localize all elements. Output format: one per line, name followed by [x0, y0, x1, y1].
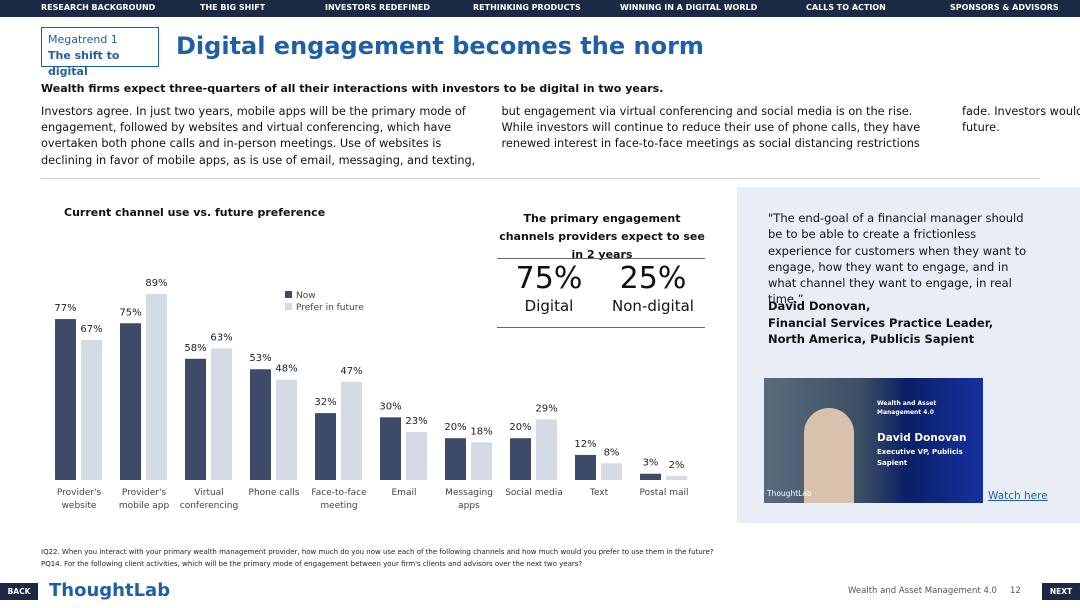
megatrend-number: Megatrend 1	[48, 33, 118, 46]
bar	[575, 454, 596, 480]
stat-label: Non-digital	[612, 297, 694, 315]
nav-bar: RESEARCH BACKGROUND THE BIG SHIFT INVESTOR…	[0, 0, 1080, 17]
body-text: Investors agree. In just two years, mobi…	[41, 105, 1080, 167]
video-name: David Donovan	[877, 432, 967, 444]
nav-item[interactable]: WINNING IN A DIGITAL WORLD	[620, 3, 758, 12]
data-label: 48%	[275, 364, 297, 375]
stat: 75% Digital	[497, 261, 601, 315]
data-label: 23%	[405, 416, 427, 427]
nav-item[interactable]: INVESTORS REDEFINED	[325, 3, 431, 12]
nav-item[interactable]: RETHINKING PRODUCTS	[473, 3, 581, 12]
data-label: 32%	[314, 397, 336, 408]
bar	[640, 473, 661, 480]
data-label: 8%	[604, 447, 620, 458]
bar	[250, 369, 271, 480]
quote-text: "The end-goal of a financial manager sho…	[768, 211, 1027, 307]
chart-title: Current channel use vs. future preferenc…	[64, 206, 326, 219]
nav-item[interactable]: RESEARCH BACKGROUND	[41, 3, 156, 12]
bar	[55, 319, 76, 480]
attribution-line: North America, Publicis Sapient	[768, 332, 975, 346]
video-role: Executive VP, Publicis Sapient	[877, 448, 963, 467]
bar	[211, 348, 232, 480]
nav-item[interactable]: THE BIG SHIFT	[200, 3, 266, 12]
stat: 25% Non-digital	[601, 261, 705, 315]
megatrend-name: The shift to digital	[48, 49, 120, 78]
x-tick-label: Text	[589, 488, 609, 498]
legend-swatch	[285, 303, 292, 310]
data-label: 2%	[669, 460, 685, 471]
bar	[380, 417, 401, 480]
bar	[146, 293, 167, 480]
bar	[601, 463, 622, 480]
bar	[406, 431, 427, 480]
data-label: 20%	[509, 422, 531, 433]
quote-attribution: David Donovan, Financial Services Practi…	[768, 298, 993, 348]
attribution-line: Financial Services Practice Leader,	[768, 315, 994, 330]
data-label: 18%	[470, 426, 492, 437]
nav-item[interactable]: SPONSORS & ADVISORS	[950, 3, 1059, 12]
video-thumbnail[interactable]: Wealth and Asset Management 4.0 David Do…	[764, 378, 983, 503]
footnote: PQ14. For the following client activitie…	[41, 560, 583, 568]
back-button[interactable]: BACK	[0, 583, 38, 600]
x-tick-label: Provider's website	[56, 488, 102, 511]
legend-swatch	[285, 291, 292, 298]
video-series: Wealth and Asset Management 4.0	[877, 400, 937, 416]
x-tick-label: Postal mail	[639, 488, 689, 498]
channels-title: The primary engagement channels provider…	[499, 212, 705, 261]
x-tick-label: Provider's mobile app	[118, 488, 170, 511]
footnote: IQ22. When you interact with your primar…	[41, 548, 714, 556]
divider	[41, 178, 1040, 179]
legend-label: Prefer in future	[296, 303, 364, 313]
video-brand: ThoughtLab	[767, 489, 812, 498]
next-button[interactable]: NEXT	[1042, 583, 1080, 600]
bar	[536, 419, 557, 480]
logo: ThoughtLab	[49, 580, 171, 601]
chart: 77% 67% 75% 89% 58% 63% 53% 48% 32% 47% 30% 23% 20% 1…	[54, 278, 687, 480]
data-label: 12%	[574, 439, 596, 450]
page-number: 12	[1010, 586, 1021, 596]
subtitle: Wealth firms expect three-quarters of al…	[41, 82, 664, 95]
legend-label: Now	[296, 291, 316, 301]
channels-stats: 75% Digital 25% Non-digital	[497, 258, 705, 328]
nav-item[interactable]: CALLS TO ACTION	[806, 3, 886, 12]
bar	[666, 475, 687, 480]
data-label: 47%	[340, 366, 362, 377]
data-label: 53%	[249, 353, 271, 364]
data-label: 20%	[444, 422, 466, 433]
x-tick-label: Phone calls	[248, 488, 300, 498]
bar	[471, 442, 492, 480]
x-tick-label: Face-to-face meeting	[311, 488, 367, 511]
bar	[185, 358, 206, 480]
bar	[81, 339, 102, 480]
megatrend-box: Megatrend 1 The shift to digital	[41, 27, 159, 78]
stat-value: 25%	[619, 261, 687, 296]
bar	[445, 438, 466, 480]
data-label: 3%	[643, 458, 659, 469]
bar	[315, 413, 336, 480]
bar	[120, 323, 141, 480]
data-label: 30%	[379, 401, 401, 412]
data-label: 63%	[210, 332, 232, 343]
data-label: 75%	[119, 307, 141, 318]
x-tick-label: Messaging apps	[445, 488, 493, 511]
bar	[510, 438, 531, 480]
x-tick-label: Virtual conferencing	[179, 488, 239, 511]
x-tick-label: Email	[391, 488, 417, 498]
data-label: 58%	[184, 343, 206, 354]
data-label: 89%	[145, 278, 167, 289]
bar	[341, 381, 362, 480]
report-name: Wealth and Asset Management 4.0	[848, 586, 997, 596]
title: Digital engagement becomes the norm	[176, 32, 704, 60]
x-tick-label: Social media	[505, 488, 563, 498]
watch-link[interactable]: Watch here	[988, 490, 1048, 502]
stat-label: Digital	[524, 297, 574, 315]
stat-value: 75%	[515, 261, 583, 296]
data-label: 67%	[80, 324, 102, 335]
data-label: 29%	[535, 403, 557, 414]
data-label: 77%	[54, 303, 76, 314]
speaker-image	[804, 408, 854, 503]
bar	[276, 379, 297, 480]
attribution-line: David Donovan,	[768, 299, 871, 313]
